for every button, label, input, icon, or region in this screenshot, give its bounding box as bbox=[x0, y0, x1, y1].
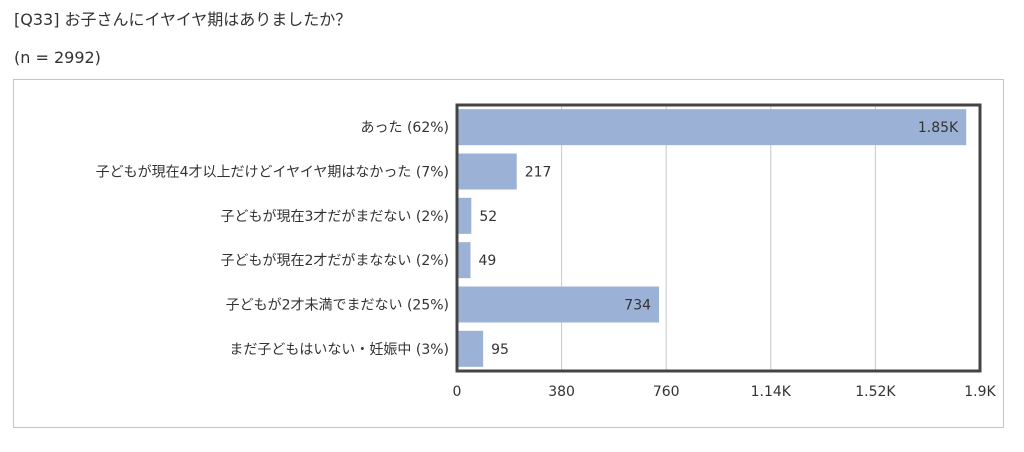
x-tick-label: 1.14K bbox=[751, 384, 792, 400]
x-tick-label: 380 bbox=[548, 384, 575, 400]
x-tick-label: 1.9K bbox=[964, 384, 996, 400]
category-label: 子どもが現在2才だがまなない (2%) bbox=[221, 253, 450, 269]
value-label: 95 bbox=[491, 342, 509, 358]
bar bbox=[458, 330, 484, 367]
bar bbox=[458, 153, 517, 190]
category-label: 子どもが現在4才以上だけどイヤイヤ期はなかった (7%) bbox=[96, 165, 449, 181]
x-tick-label: 760 bbox=[653, 384, 680, 400]
grid-lines bbox=[561, 105, 876, 371]
category-label: 子どもが2才未満でまだない (25%) bbox=[226, 298, 449, 314]
bar bbox=[458, 197, 472, 234]
value-label: 734 bbox=[624, 298, 651, 314]
chart-panel: あった (62%) 1.85K 子どもが現在4才以上だけどイヤイヤ期はなかった (7… bbox=[13, 79, 1004, 428]
question-title: [Q33] お子さんにイヤイヤ期はありましたか？ bbox=[14, 10, 352, 29]
category-label: まだ子どもはいない・妊娠中 (3%) bbox=[229, 342, 449, 358]
bar-chart: あった (62%) 1.85K 子どもが現在4才以上だけどイヤイヤ期はなかった (7… bbox=[96, 103, 997, 400]
x-tick-label: 1.52K bbox=[855, 384, 896, 400]
bars bbox=[458, 109, 967, 367]
plot-frame bbox=[455, 103, 982, 373]
labels: あった (62%) 1.85K 子どもが現在4才以上だけどイヤイヤ期はなかった (7… bbox=[96, 120, 997, 400]
value-label: 217 bbox=[525, 165, 552, 181]
bar bbox=[458, 242, 471, 279]
bar bbox=[458, 286, 660, 323]
sample-size: (n = 2992) bbox=[14, 48, 101, 67]
x-tick-label: 0 bbox=[453, 384, 462, 400]
category-label: 子どもが現在3才だがまだない (2%) bbox=[221, 209, 450, 225]
category-label: あった (62%) bbox=[361, 120, 450, 136]
value-label: 1.85K bbox=[918, 120, 959, 136]
value-label: 52 bbox=[479, 209, 497, 225]
value-label: 49 bbox=[478, 253, 496, 269]
bar bbox=[458, 109, 967, 146]
